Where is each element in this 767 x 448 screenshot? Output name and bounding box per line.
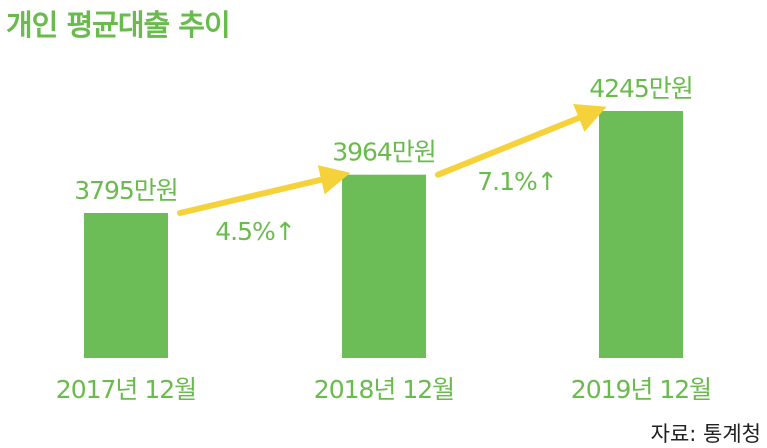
growth-arrow-2	[435, 104, 607, 178]
bars-layer	[84, 111, 683, 358]
growth-label-1: 4.5%↑	[215, 217, 294, 246]
category-label-1: 2017년 12월	[56, 375, 196, 404]
bar-value-label-2: 3964만원	[332, 138, 436, 167]
bar-2	[342, 174, 426, 358]
category-label-2: 2018년 12월	[314, 375, 454, 404]
bar-1	[84, 213, 168, 358]
category-label-3: 2019년 12월	[571, 375, 711, 404]
chart-title: 개인 평균대출 추이	[6, 8, 231, 42]
bar-3	[599, 111, 683, 358]
bar-value-label-1: 3795만원	[74, 176, 178, 205]
growth-label-2: 7.1%↑	[477, 167, 556, 196]
labels-layer: 3795만원 2017년 12월 3964만원 2018년 12월 4245만원 2019…	[56, 74, 712, 404]
bar-value-label-3: 4245만원	[589, 74, 693, 103]
arrows-layer	[177, 104, 607, 216]
source-note: 자료: 통계청	[650, 422, 761, 446]
growth-arrow-1	[177, 165, 351, 216]
